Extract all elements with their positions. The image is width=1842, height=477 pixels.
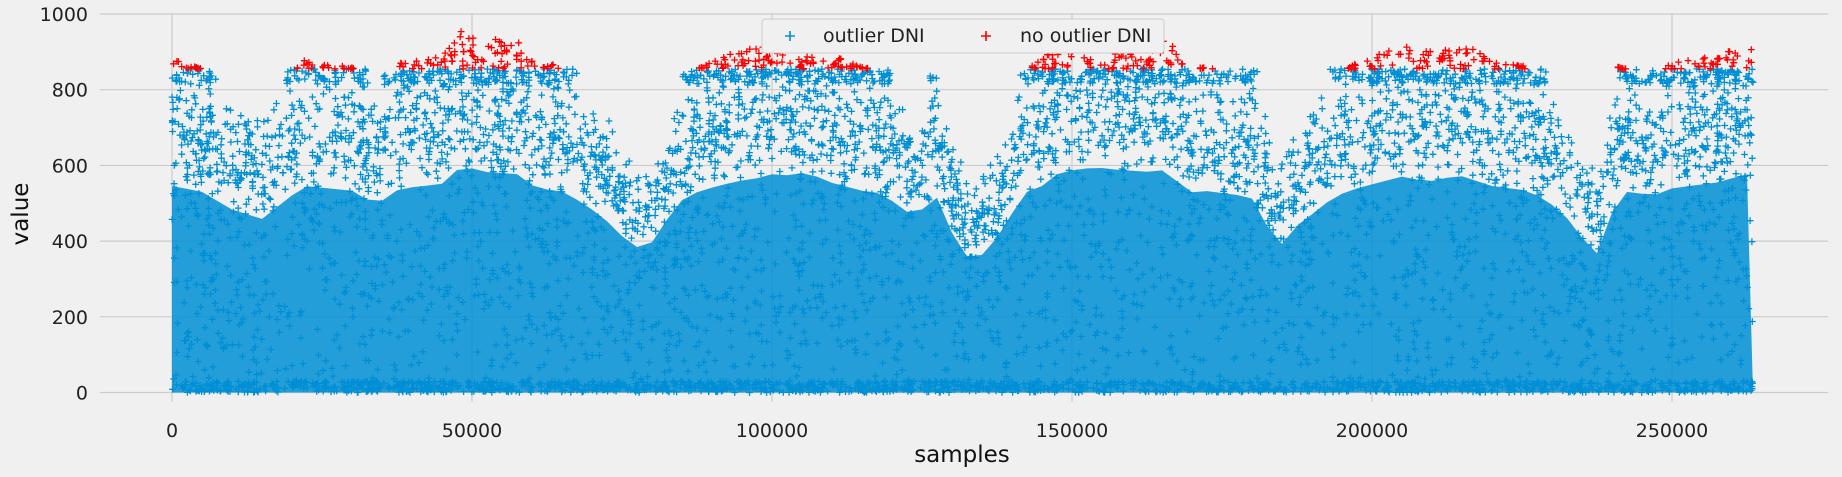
legend-marker-no-outlier: [981, 31, 991, 41]
legend-marker-outlier: [785, 31, 795, 41]
y-axis-label: value: [8, 183, 34, 246]
legend-label-no-outlier: no outlier DNI: [1020, 25, 1151, 47]
x-tick-label: 100000: [736, 420, 809, 442]
y-tick-label: 800: [52, 80, 88, 102]
legend-box: [761, 18, 1165, 54]
legend-label-outlier: outlier DNI: [823, 25, 925, 47]
y-tick-label: 400: [52, 231, 88, 253]
y-tick-label: 1000: [40, 4, 88, 26]
y-tick-label: 0: [76, 383, 88, 405]
x-tick-label: 250000: [1636, 420, 1709, 442]
tick-labels: 0 50000 100000 150000 200000 250000 0 200 400 600…: [40, 4, 1709, 442]
outlier-dni-points: [168, 65, 1757, 396]
legend: outlier DNI no outlier DNI: [761, 18, 1165, 54]
plus-marker-icon: [981, 31, 991, 41]
series-outlier-dni: [168, 65, 1757, 396]
x-tick-label: 200000: [1336, 420, 1409, 442]
x-tick-label: 150000: [1036, 420, 1109, 442]
y-tick-label: 600: [52, 155, 88, 177]
x-axis-label: samples: [914, 442, 1010, 468]
y-tick-label: 200: [52, 307, 88, 329]
x-tick-label: 50000: [442, 420, 502, 442]
x-tick-label: 0: [166, 420, 178, 442]
plus-marker-icon: [785, 31, 795, 41]
